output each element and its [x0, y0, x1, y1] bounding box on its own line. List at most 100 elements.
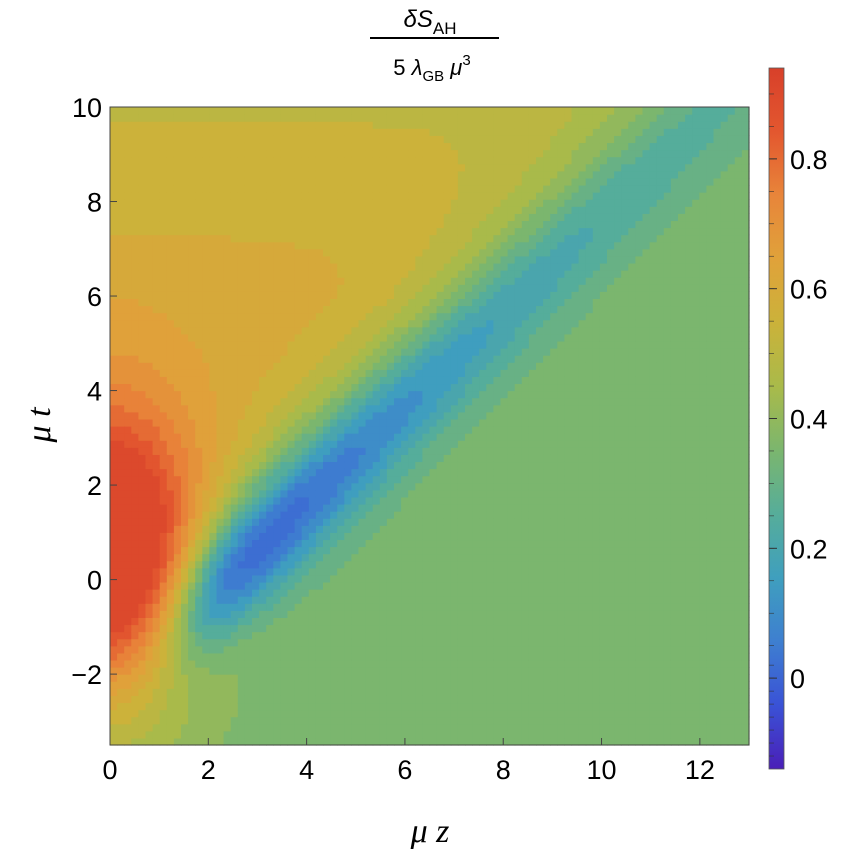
- contour-cell: [124, 185, 132, 193]
- contour-cell: [344, 554, 352, 562]
- contour-cell: [408, 681, 416, 689]
- contour-cell: [146, 249, 154, 257]
- contour-cell: [401, 164, 409, 172]
- contour-cell: [224, 213, 232, 221]
- contour-cell: [138, 447, 146, 455]
- contour-cell: [472, 362, 480, 370]
- contour-cell: [252, 731, 260, 739]
- contour-cell: [387, 674, 395, 682]
- contour-cell: [124, 220, 132, 228]
- contour-cell: [401, 433, 409, 441]
- contour-cell: [344, 157, 352, 165]
- contour-cell: [167, 632, 175, 640]
- contour-cell: [202, 355, 210, 363]
- contour-cell: [188, 220, 196, 228]
- contour-cell: [344, 547, 352, 555]
- contour-cell: [430, 277, 438, 285]
- contour-cell: [273, 178, 281, 186]
- contour-cell: [479, 575, 487, 583]
- contour-cell: [167, 242, 175, 250]
- contour-cell: [195, 334, 203, 342]
- contour-cell: [188, 724, 196, 732]
- contour-cell: [394, 228, 402, 236]
- contour-cell: [366, 681, 374, 689]
- contour-cell: [160, 107, 168, 115]
- contour-cell: [373, 497, 381, 505]
- contour-cell: [479, 199, 487, 207]
- contour-cell: [266, 121, 274, 129]
- contour-cell: [430, 547, 438, 555]
- contour-cell: [401, 547, 409, 555]
- contour-cell: [153, 702, 161, 710]
- contour-cell: [288, 142, 296, 150]
- contour-cell: [501, 596, 509, 604]
- contour-cell: [309, 710, 317, 718]
- contour-cell: [209, 228, 217, 236]
- contour-cell: [458, 539, 466, 547]
- contour-cell: [153, 433, 161, 441]
- contour-cell: [238, 667, 246, 675]
- contour-cell: [444, 518, 452, 526]
- contour-cell: [415, 653, 423, 661]
- contour-cell: [486, 284, 494, 292]
- contour-cell: [280, 398, 288, 406]
- contour-cell: [465, 511, 473, 519]
- contour-cell: [146, 483, 154, 491]
- contour-cell: [309, 724, 317, 732]
- contour-cell: [117, 717, 125, 725]
- contour-cell: [486, 518, 494, 526]
- contour-cell: [344, 171, 352, 179]
- contour-cell: [309, 547, 317, 555]
- contour-cell: [259, 511, 267, 519]
- contour-cell: [224, 206, 232, 214]
- contour-cell: [330, 476, 338, 484]
- contour-cell: [131, 206, 139, 214]
- contour-cell: [146, 433, 154, 441]
- contour-cell: [288, 589, 296, 597]
- contour-cell: [273, 710, 281, 718]
- contour-cell: [501, 617, 509, 625]
- contour-cell: [430, 398, 438, 406]
- contour-cell: [259, 547, 267, 555]
- contour-cell: [224, 724, 232, 732]
- contour-cell: [359, 150, 367, 158]
- contour-cell: [209, 646, 217, 654]
- contour-cell: [181, 199, 189, 207]
- contour-cell: [124, 391, 132, 399]
- contour-cell: [160, 150, 168, 158]
- contour-cell: [344, 142, 352, 150]
- contour-cell: [195, 391, 203, 399]
- contour-cell: [302, 327, 310, 335]
- contour-cell: [280, 490, 288, 498]
- contour-cell: [430, 228, 438, 236]
- contour-cell: [138, 589, 146, 597]
- contour-cell: [309, 461, 317, 469]
- contour-cell: [202, 121, 210, 129]
- contour-cell: [501, 639, 509, 647]
- contour-cell: [181, 504, 189, 512]
- contour-cell: [217, 561, 225, 569]
- contour-cell: [486, 461, 494, 469]
- contour-cell: [430, 178, 438, 186]
- contour-cell: [124, 653, 132, 661]
- contour-cell: [188, 376, 196, 384]
- contour-cell: [160, 624, 168, 632]
- contour-cell: [323, 426, 331, 434]
- contour-cell: [280, 575, 288, 583]
- contour-cell: [380, 348, 388, 356]
- contour-cell: [408, 433, 416, 441]
- contour-cell: [153, 610, 161, 618]
- contour-cell: [493, 532, 501, 540]
- contour-cell: [160, 717, 168, 725]
- contour-cell: [472, 284, 480, 292]
- contour-cell: [493, 504, 501, 512]
- contour-cell: [458, 305, 466, 313]
- contour-cell: [351, 298, 359, 306]
- contour-cell: [451, 199, 459, 207]
- contour-cell: [415, 504, 423, 512]
- contour-cell: [167, 667, 175, 675]
- contour-cell: [451, 483, 459, 491]
- contour-cell: [280, 724, 288, 732]
- contour-cell: [451, 270, 459, 278]
- contour-cell: [309, 185, 317, 193]
